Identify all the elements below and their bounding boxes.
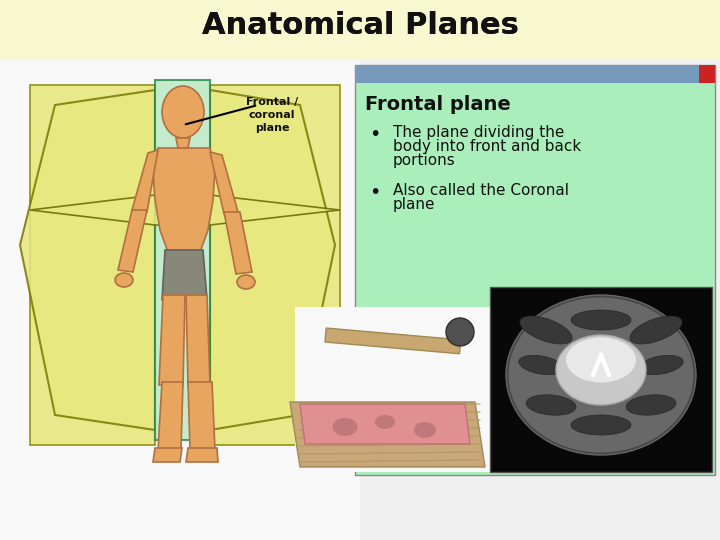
Ellipse shape bbox=[639, 355, 683, 375]
Text: plane: plane bbox=[393, 197, 436, 212]
Text: Frontal plane: Frontal plane bbox=[365, 95, 510, 114]
Ellipse shape bbox=[506, 295, 696, 455]
Text: body into front and back: body into front and back bbox=[393, 139, 581, 154]
Ellipse shape bbox=[626, 395, 676, 415]
Ellipse shape bbox=[519, 355, 563, 375]
Polygon shape bbox=[186, 295, 210, 385]
Bar bbox=[490, 287, 712, 472]
Polygon shape bbox=[155, 80, 210, 440]
Polygon shape bbox=[30, 85, 155, 445]
Ellipse shape bbox=[630, 316, 682, 344]
Ellipse shape bbox=[237, 275, 255, 289]
Ellipse shape bbox=[561, 346, 601, 364]
Ellipse shape bbox=[526, 395, 576, 415]
Polygon shape bbox=[186, 448, 218, 462]
Polygon shape bbox=[159, 295, 185, 385]
Polygon shape bbox=[176, 138, 190, 148]
Bar bbox=[325, 328, 461, 354]
Polygon shape bbox=[153, 448, 182, 462]
Bar bbox=[0, 60, 720, 540]
Text: portions: portions bbox=[393, 153, 456, 168]
Text: Frontal /
coronal
plane: Frontal / coronal plane bbox=[246, 97, 298, 133]
Polygon shape bbox=[210, 152, 238, 214]
Ellipse shape bbox=[508, 298, 693, 453]
Bar bbox=[355, 65, 715, 475]
Polygon shape bbox=[162, 250, 207, 300]
Ellipse shape bbox=[556, 335, 646, 405]
Ellipse shape bbox=[115, 273, 133, 287]
Polygon shape bbox=[290, 402, 485, 467]
Text: •: • bbox=[369, 125, 381, 144]
Polygon shape bbox=[158, 382, 183, 450]
Text: Anatomical Planes: Anatomical Planes bbox=[202, 10, 518, 39]
Bar bbox=[0, 0, 720, 50]
Text: Anatomical Planes: Anatomical Planes bbox=[202, 10, 518, 39]
Polygon shape bbox=[30, 195, 340, 225]
Ellipse shape bbox=[375, 415, 395, 429]
Polygon shape bbox=[132, 150, 158, 212]
Polygon shape bbox=[118, 210, 147, 272]
Ellipse shape bbox=[446, 318, 474, 346]
Ellipse shape bbox=[414, 422, 436, 438]
Ellipse shape bbox=[601, 346, 641, 364]
Polygon shape bbox=[153, 148, 215, 252]
Bar bbox=[295, 307, 490, 472]
Bar bbox=[0, 0, 720, 60]
Ellipse shape bbox=[571, 415, 631, 435]
Ellipse shape bbox=[571, 310, 631, 330]
Text: Also called the Coronal: Also called the Coronal bbox=[393, 183, 569, 198]
Polygon shape bbox=[224, 212, 252, 274]
Polygon shape bbox=[188, 382, 215, 450]
Ellipse shape bbox=[333, 418, 358, 436]
Ellipse shape bbox=[162, 86, 204, 138]
Bar bbox=[355, 65, 715, 83]
Polygon shape bbox=[300, 404, 470, 444]
Polygon shape bbox=[20, 90, 155, 430]
Text: •: • bbox=[369, 183, 381, 202]
Bar bbox=[699, 65, 715, 83]
Polygon shape bbox=[210, 90, 335, 430]
Bar bbox=[0, 60, 360, 540]
Ellipse shape bbox=[566, 338, 636, 382]
Ellipse shape bbox=[520, 316, 572, 344]
Text: The plane dividing the: The plane dividing the bbox=[393, 125, 564, 140]
Polygon shape bbox=[210, 85, 340, 445]
